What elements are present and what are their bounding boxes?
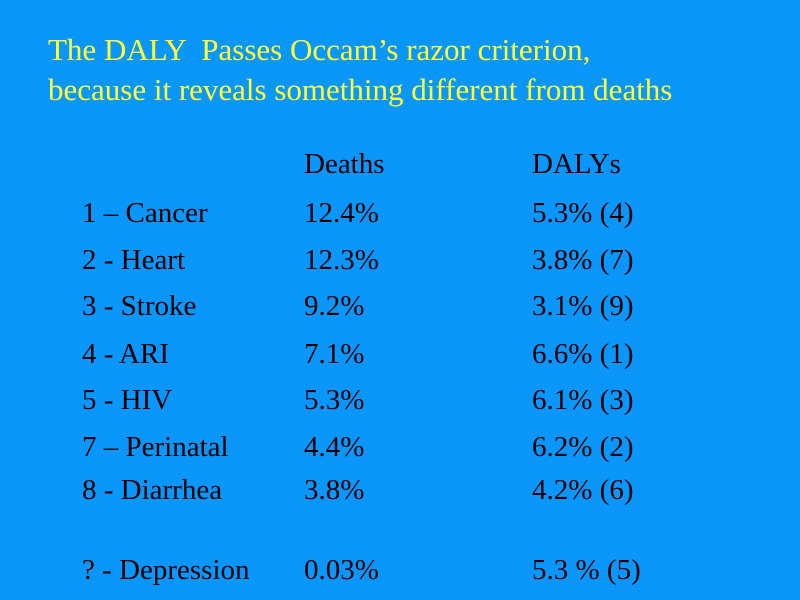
- row-dalys: 6.6% (1): [532, 338, 634, 370]
- row-deaths: 4.4%: [304, 431, 365, 463]
- row-cause: 7 – Perinatal: [82, 431, 229, 463]
- row-deaths: 5.3%: [304, 384, 365, 416]
- row-cause: 3 - Stroke: [82, 290, 197, 322]
- row-deaths: 9.2%: [304, 290, 365, 322]
- column-header-deaths: Deaths: [304, 148, 385, 180]
- row-deaths: 12.3%: [304, 244, 379, 276]
- row-deaths: 0.03%: [304, 554, 379, 586]
- row-cause: 8 - Diarrhea: [82, 474, 223, 506]
- column-header-dalys: DALYs: [532, 148, 621, 180]
- slide-title: The DALY Passes Occam’s razor criterion,…: [48, 30, 788, 110]
- row-dalys: 5.3 % (5): [532, 554, 641, 586]
- row-cause: 4 - ARI: [82, 338, 169, 370]
- row-cause: 2 - Heart: [82, 244, 186, 276]
- row-cause: 5 - HIV: [82, 384, 173, 416]
- row-dalys: 6.1% (3): [532, 384, 634, 416]
- row-dalys: 4.2% (6): [532, 474, 634, 506]
- row-dalys: 3.8% (7): [532, 244, 634, 276]
- row-cause: 1 – Cancer: [82, 197, 208, 229]
- row-cause: ? - Depression: [82, 554, 250, 586]
- row-dalys: 5.3% (4): [532, 197, 634, 229]
- row-deaths: 3.8%: [304, 474, 365, 506]
- title-line-1: The DALY Passes Occam’s razor criterion,: [48, 32, 591, 67]
- row-dalys: 3.1% (9): [532, 290, 634, 322]
- row-dalys: 6.2% (2): [532, 431, 634, 463]
- row-deaths: 7.1%: [304, 338, 365, 370]
- row-deaths: 12.4%: [304, 197, 379, 229]
- title-line-2: because it reveals something different f…: [48, 72, 673, 107]
